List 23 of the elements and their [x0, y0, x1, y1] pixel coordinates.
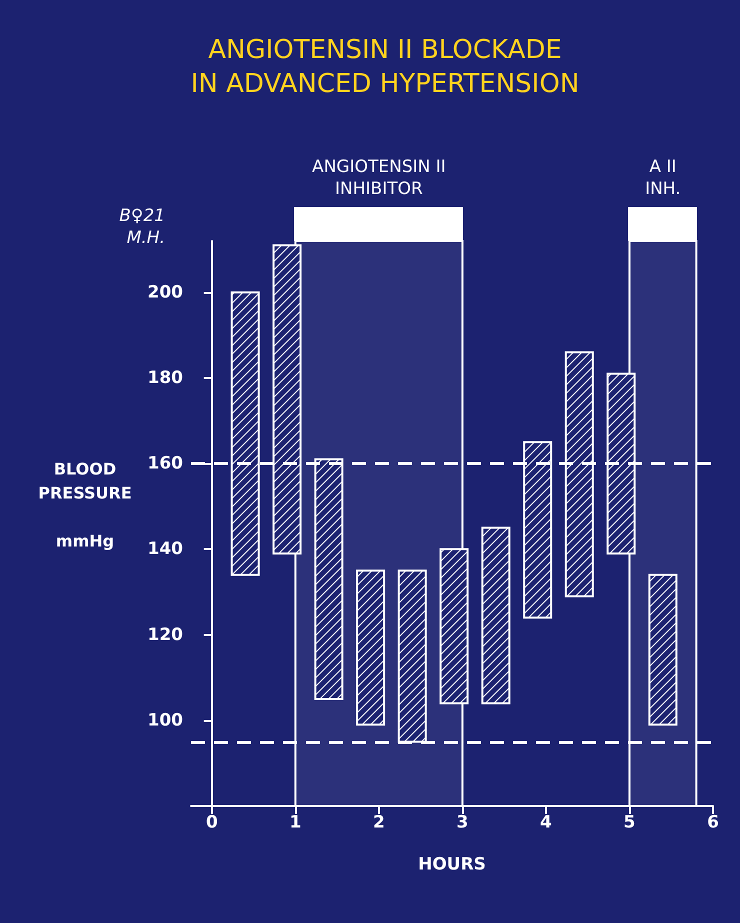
x-tick-label: 3: [456, 812, 468, 832]
x-tick-label: 1: [289, 812, 302, 832]
x-axis-title: HOURS: [418, 854, 486, 874]
bar: [440, 548, 469, 704]
bar: [648, 574, 678, 726]
x-tick-label: 4: [540, 812, 552, 832]
y-tick-label: 120: [148, 624, 184, 645]
band-label: A II INH.: [645, 157, 681, 199]
y-tick-label: 100: [148, 710, 184, 730]
x-tick-label: 5: [624, 812, 636, 832]
band-label: ANGIOTENSIN II INHIBITOR: [312, 157, 446, 199]
bar: [356, 570, 386, 726]
bar: [481, 526, 510, 704]
y-tick-label: 180: [148, 368, 184, 388]
y-tick-label: 140: [148, 539, 184, 560]
y-tick-label: 160: [148, 454, 184, 474]
text: BLOOD PRESSURE mmHg: [38, 460, 132, 550]
text: B♀21 M.H.: [119, 206, 165, 248]
y-tick-label: 200: [148, 282, 184, 302]
x-tick-label: 6: [707, 812, 719, 832]
chart-title: ANGIOTENSIN II BLOCKADE IN ADVANCED HYPERTENSION: [190, 35, 580, 99]
x-tick-label: 2: [373, 812, 385, 832]
x-tick-label: 0: [206, 812, 218, 832]
